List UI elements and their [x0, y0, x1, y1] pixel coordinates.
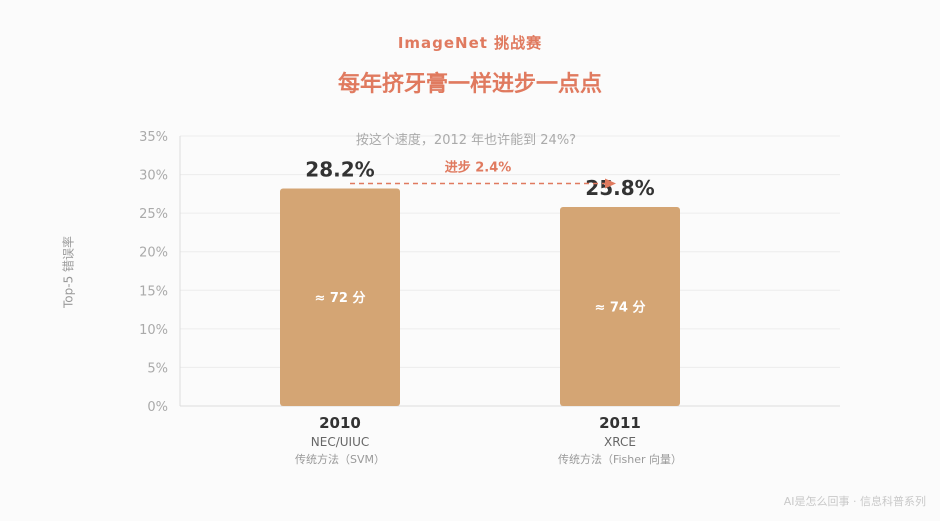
method-label: 传统方法（Fisher 向量） — [558, 452, 682, 466]
bar-value-label: 25.8% — [585, 176, 654, 200]
bar-score-label: ≈ 74 分 — [594, 299, 645, 315]
y-tick-label: 15% — [139, 284, 168, 299]
x-category-label: 2011 — [599, 414, 641, 432]
team-label: XRCE — [604, 435, 636, 449]
bar — [280, 188, 400, 406]
y-tick-label: 30% — [139, 169, 168, 184]
x-category-label: 2010 — [319, 414, 361, 432]
method-label: 传统方法（SVM） — [295, 452, 385, 466]
y-tick-label: 35% — [139, 130, 168, 145]
bar-score-label: ≈ 72 分 — [314, 290, 365, 306]
chart-title: 每年挤牙膏一样进步一点点 — [337, 72, 602, 97]
team-label: NEC/UIUC — [311, 435, 369, 449]
y-tick-label: 5% — [147, 361, 168, 376]
improvement-label: 进步 2.4% — [445, 159, 512, 175]
y-tick-label: 20% — [139, 246, 168, 261]
y-tick-label: 0% — [147, 400, 168, 415]
speculation-note: 按这个速度，2012 年也许能到 24%? — [356, 132, 576, 148]
bar-value-label: 28.2% — [305, 157, 374, 181]
watermark: AI是怎么回事 · 信息科普系列 — [783, 495, 926, 508]
y-tick-label: 10% — [139, 323, 168, 338]
arrow-head-icon — [605, 178, 616, 189]
y-tick-label: 25% — [139, 207, 168, 222]
bar — [560, 206, 680, 406]
chart-subtitle: ImageNet 挑战赛 — [397, 34, 543, 52]
